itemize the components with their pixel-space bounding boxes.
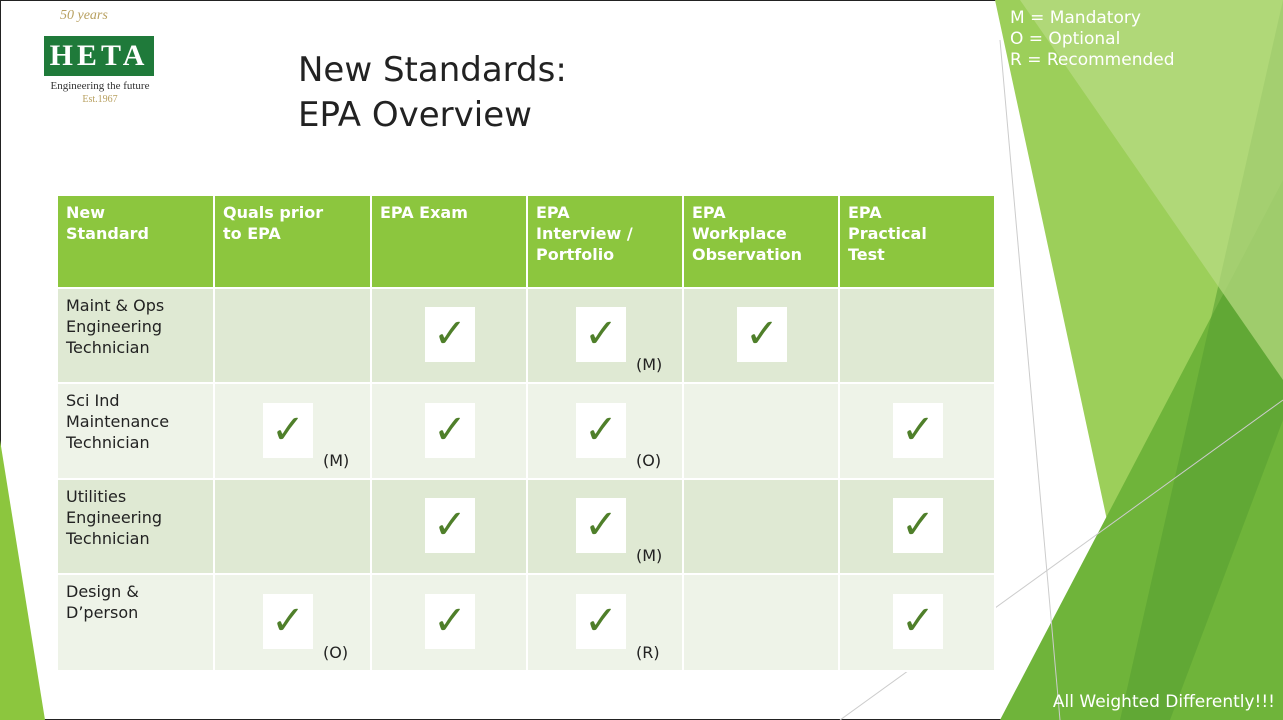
row-name-text: Engineering <box>66 507 205 528</box>
table-cell: ✓ <box>840 575 996 672</box>
logo-badge: 50 years <box>60 8 108 24</box>
logo-tagline: Engineering the future <box>40 80 160 92</box>
header-text: Portfolio <box>536 244 674 265</box>
title-line: EPA Overview <box>298 93 567 138</box>
checkmark: ✓ <box>737 307 787 362</box>
row-name-text: Technician <box>66 337 205 358</box>
title-line: New Standards: <box>298 48 567 93</box>
table-cell: ✓ <box>372 289 528 384</box>
table-cell <box>684 384 840 480</box>
legend-item: M = Mandatory <box>1010 8 1175 29</box>
checkmark: ✓ <box>425 498 475 553</box>
table-cell <box>215 289 372 384</box>
checkmark: ✓ <box>893 403 943 458</box>
table-cell: ✓ (M) <box>215 384 372 480</box>
header-text: Observation <box>692 244 830 265</box>
table-cell <box>215 480 372 575</box>
table-cell: ✓ (O) <box>215 575 372 672</box>
header-text: EPA <box>692 202 830 223</box>
header-text: Test <box>848 244 986 265</box>
header-text: Quals prior <box>223 202 362 223</box>
table-cell: ✓ (M) <box>528 480 684 575</box>
header-text: Standard <box>66 223 205 244</box>
table-cell: ✓ (M) <box>528 289 684 384</box>
header-text: EPA <box>536 202 674 223</box>
checkmark: ✓ <box>893 594 943 649</box>
header-text: Workplace <box>692 223 830 244</box>
table-cell: ✓ (R) <box>528 575 684 672</box>
slide: 50 years HETA Engineering the future Est… <box>0 0 1283 720</box>
row-name-text: Technician <box>66 528 205 549</box>
legend-item: O = Optional <box>1010 29 1175 50</box>
row-name-text: Maint & Ops <box>66 295 205 316</box>
note: (M) <box>636 354 662 375</box>
table-cell <box>840 289 996 384</box>
note: (O) <box>323 642 348 663</box>
checkmark: ✓ <box>263 594 313 649</box>
header-cell: EPA Exam <box>372 196 528 289</box>
table-cell <box>684 480 840 575</box>
checkmark: ✓ <box>425 403 475 458</box>
header-text: Interview / <box>536 223 674 244</box>
row-name-text: Utilities <box>66 486 205 507</box>
table-cell: ✓ <box>372 384 528 480</box>
row-name-text: Technician <box>66 432 205 453</box>
row-name-text: Sci Ind <box>66 390 205 411</box>
checkmark: ✓ <box>576 403 626 458</box>
note: (O) <box>636 450 661 471</box>
header-text: to EPA <box>223 223 362 244</box>
table-cell <box>684 575 840 672</box>
logo-est: Est.1967 <box>40 94 160 105</box>
note: (R) <box>636 642 660 663</box>
row-name-text: Engineering <box>66 316 205 337</box>
table-cell: ✓ (O) <box>528 384 684 480</box>
checkmark: ✓ <box>576 594 626 649</box>
header-text: New <box>66 202 205 223</box>
legend-item: R = Recommended <box>1010 50 1175 71</box>
title: New Standards:EPA Overview <box>298 48 567 138</box>
table-cell: ✓ <box>840 480 996 575</box>
checkmark: ✓ <box>576 498 626 553</box>
checkmark: ✓ <box>576 307 626 362</box>
row-name-text: Design & <box>66 581 205 602</box>
note: (M) <box>636 545 662 566</box>
footer: All Weighted Differently!!! <box>1053 692 1275 712</box>
table-cell: ✓ <box>372 480 528 575</box>
logo-name: HETA <box>44 36 154 76</box>
row-name-text: D’person <box>66 602 205 623</box>
checkmark: ✓ <box>425 594 475 649</box>
table-cell: ✓ <box>684 289 840 384</box>
note: (M) <box>323 450 349 471</box>
header-text: EPA <box>848 202 986 223</box>
table-cell: ✓ <box>840 384 996 480</box>
table-cell: ✓ <box>372 575 528 672</box>
row-name-text: Maintenance <box>66 411 205 432</box>
header-text: Practical <box>848 223 986 244</box>
row-name-cell: Design &D’person <box>58 575 215 672</box>
checkmark: ✓ <box>263 403 313 458</box>
checkmark: ✓ <box>425 307 475 362</box>
header-text: EPA Exam <box>380 202 518 223</box>
checkmark: ✓ <box>893 498 943 553</box>
